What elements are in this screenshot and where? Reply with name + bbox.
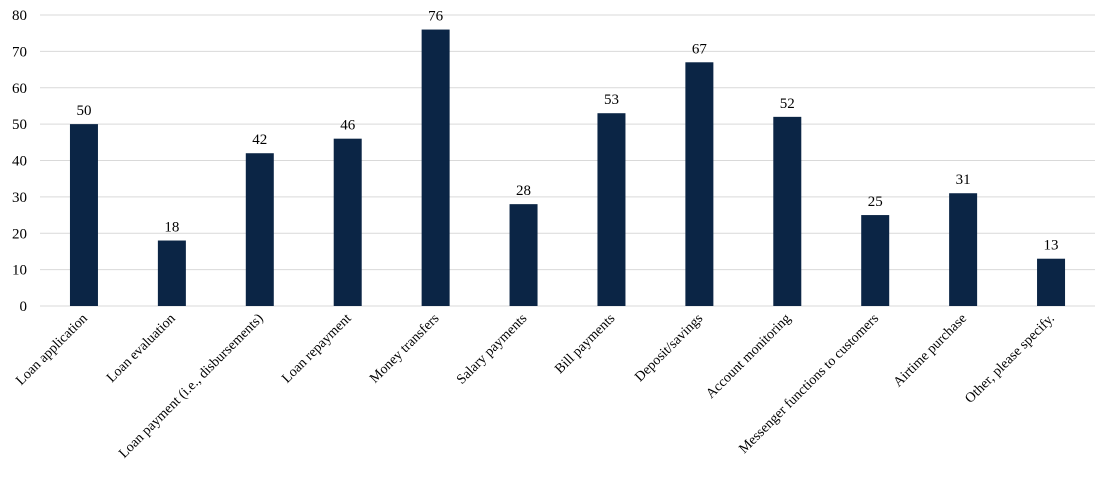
x-tick-label: Bill payments (552, 311, 618, 377)
bar (69, 124, 98, 306)
x-tick-label: Money transfers (367, 311, 442, 386)
data-label: 42 (252, 132, 267, 148)
bar (597, 113, 626, 307)
y-tick-label: 50 (12, 117, 27, 133)
y-tick-label: 20 (12, 226, 27, 242)
data-label: 13 (1044, 238, 1059, 254)
x-tick-label: Account monitoring (703, 311, 794, 402)
bar (509, 204, 538, 306)
y-tick-label: 60 (12, 81, 27, 97)
bar (333, 138, 362, 306)
data-label: 46 (340, 118, 356, 134)
x-tick-label: Messenger functions to customers (736, 311, 882, 457)
bar (157, 240, 186, 306)
bar (773, 116, 802, 306)
bar (949, 193, 978, 306)
bar (685, 62, 714, 306)
data-label: 50 (76, 103, 91, 119)
x-tick-label: Airtime purchase (891, 311, 970, 390)
data-label: 76 (428, 9, 444, 25)
bar (421, 29, 450, 307)
y-tick-label: 10 (12, 263, 27, 279)
x-tick-label: Loan application (13, 311, 90, 388)
data-label: 18 (164, 220, 179, 236)
y-tick-label: 80 (12, 8, 27, 24)
data-label: 67 (692, 41, 708, 57)
data-label: 52 (780, 96, 795, 112)
data-label: 31 (956, 172, 971, 188)
data-label: 25 (868, 194, 883, 210)
x-tick-label: Loan repayment (279, 311, 354, 386)
x-tick-label: Loan evaluation (104, 311, 179, 386)
bar (245, 153, 274, 306)
data-label: 53 (604, 92, 619, 108)
bar (861, 215, 890, 306)
y-tick-label: 40 (12, 154, 27, 170)
y-tick-label: 30 (12, 190, 27, 206)
x-tick-label: Loan payment (i.e., disbursements) (116, 311, 267, 462)
y-tick-label: 0 (20, 299, 28, 315)
y-tick-label: 70 (12, 44, 27, 60)
x-tick-label: Salary payments (454, 311, 530, 387)
x-tick-label: Other, please specify. (963, 311, 1058, 406)
bar (1037, 258, 1066, 306)
x-tick-label: Deposit/savings (632, 311, 706, 385)
data-label: 28 (516, 183, 531, 199)
